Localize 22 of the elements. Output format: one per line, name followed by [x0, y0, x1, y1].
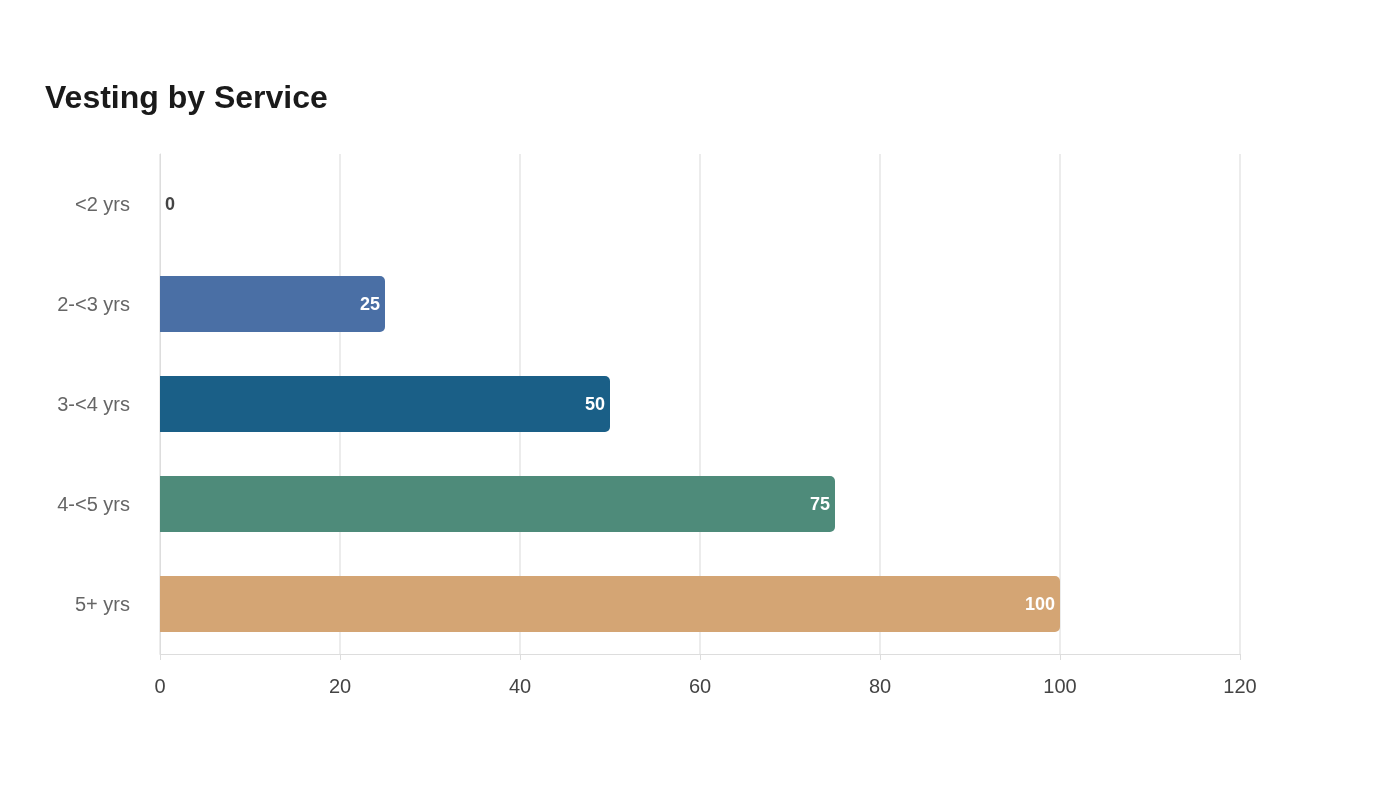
bar — [160, 576, 1060, 632]
x-tick-label: 20 — [328, 675, 352, 697]
data-label: 25 — [359, 294, 380, 314]
bar — [160, 276, 385, 332]
x-tick-label: 80 — [868, 675, 892, 697]
y-tick-label: <2 yrs — [74, 193, 130, 215]
y-tick-label: 5+ yrs — [74, 593, 130, 615]
bar — [160, 476, 835, 532]
data-label: 0 — [165, 194, 176, 214]
y-tick-label: 3-<4 yrs — [57, 393, 130, 415]
x-tick-label: 0 — [154, 675, 166, 697]
chart-title: Vesting by Service — [45, 79, 328, 115]
data-label: 75 — [809, 494, 830, 514]
data-label: 50 — [584, 394, 605, 414]
x-tick-label: 40 — [508, 675, 532, 697]
y-tick-label: 2-<3 yrs — [57, 293, 130, 315]
x-tick-label: 100 — [1043, 675, 1077, 697]
data-label: 100 — [1024, 594, 1055, 614]
y-tick-label: 4-<5 yrs — [57, 493, 130, 515]
bar — [160, 376, 610, 432]
x-tick-label: 60 — [688, 675, 712, 697]
x-tick-label: 120 — [1223, 675, 1257, 697]
